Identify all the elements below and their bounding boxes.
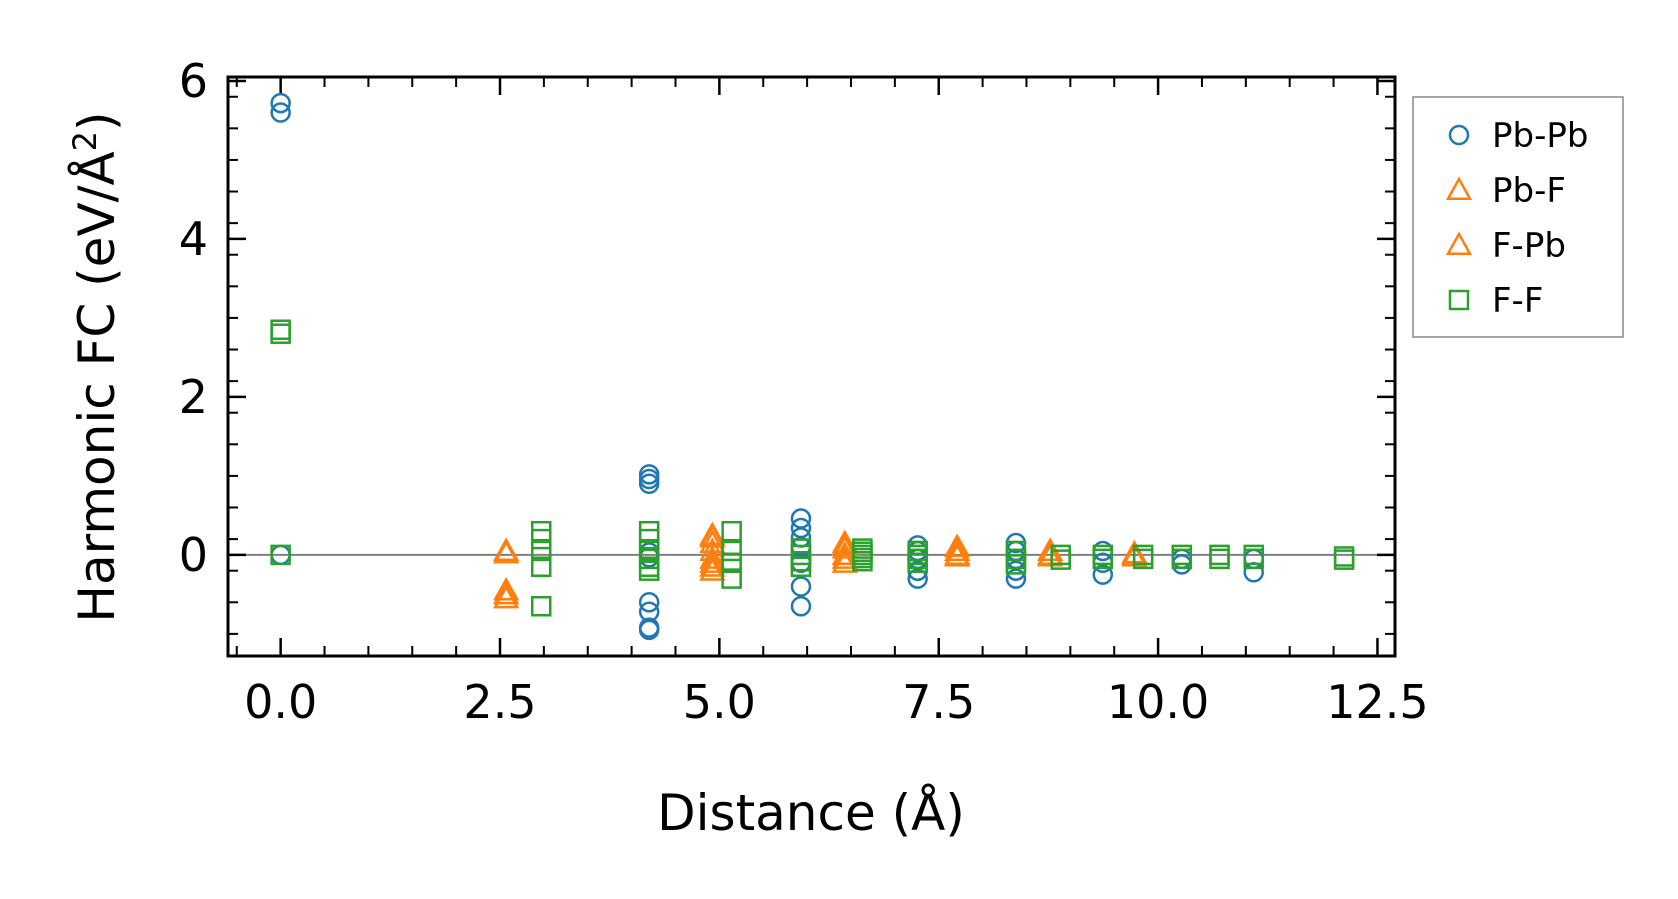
x-axis-title: Distance (Å) (657, 784, 965, 842)
data-point (1092, 564, 1114, 585)
data-point (530, 528, 552, 550)
data-point (493, 576, 520, 601)
data-point (699, 545, 726, 569)
data-point (638, 592, 660, 613)
x-tick-label: 0.0 (244, 675, 317, 729)
data-point (944, 533, 971, 558)
data-point (270, 102, 291, 123)
legend-marker (1448, 289, 1470, 311)
y-tick-label: 4 (179, 212, 208, 266)
legend-label: Pb-Pb (1492, 116, 1588, 156)
data-point (831, 531, 858, 556)
y-tick-labels: 0 2 4 6 (179, 54, 208, 582)
x-tick-labels: 0.0 2.5 5.0 7.5 10.0 12.5 (244, 675, 1429, 729)
data-point (1171, 548, 1193, 570)
data-point (493, 584, 520, 609)
data-point (1209, 548, 1230, 570)
data-point (1005, 568, 1027, 589)
data-point (790, 556, 812, 577)
legend-entries: Pb-Pb Pb-F F-Pb F-F (1445, 116, 1588, 321)
data-point (1005, 554, 1027, 575)
data-point (699, 549, 726, 573)
data-point (1132, 548, 1154, 570)
y-tick-label: 2 (179, 370, 208, 424)
legend-label: F-Pb (1492, 226, 1566, 266)
y-tick-label: 6 (179, 54, 208, 108)
x-tick-label: 10.0 (1107, 675, 1209, 729)
data-point (831, 549, 858, 573)
data-point (699, 553, 726, 577)
data-point (638, 528, 660, 550)
data-point (530, 556, 552, 577)
data-point (270, 323, 291, 344)
data-point (721, 520, 742, 542)
x-tick-label: 12.5 (1326, 675, 1428, 729)
data-point (699, 523, 726, 548)
data-point (1037, 541, 1064, 565)
data-point (721, 568, 742, 589)
data-point (530, 540, 552, 562)
legend-marker (1445, 176, 1473, 201)
y-axis-title: Harmonic FC (eV/Å2) (66, 111, 126, 622)
x-tick-label: 7.5 (902, 675, 975, 729)
legend-marker (1448, 124, 1470, 146)
data-point (270, 92, 291, 114)
points-layer (270, 92, 1355, 641)
data-point (638, 473, 660, 495)
data-point (530, 595, 552, 617)
data-point (721, 552, 742, 574)
data-point (699, 557, 726, 581)
data-point (638, 560, 660, 581)
data-point (721, 540, 742, 562)
y-axis-title-tail: ) (68, 111, 126, 131)
data-point (944, 542, 971, 567)
legend-entry: F-F (1448, 281, 1543, 321)
data-point (1092, 548, 1114, 570)
legend-marker (1445, 231, 1473, 256)
data-point (831, 534, 858, 559)
data-point (638, 619, 660, 641)
data-point (493, 580, 520, 605)
data-point (907, 568, 928, 589)
data-point (831, 545, 858, 569)
ticks-layer (228, 77, 1395, 656)
y-axis-title-main: Harmonic FC (eV/Å (68, 151, 126, 622)
data-point (907, 552, 928, 574)
series-f-pb (493, 523, 1148, 605)
plot-frame (226, 75, 1397, 658)
legend-label: Pb-F (1492, 171, 1566, 211)
legend: Pb-Pb Pb-F F-Pb F-F (1412, 96, 1624, 338)
x-tick-label: 2.5 (463, 675, 536, 729)
x-tick-label: 5.0 (683, 675, 756, 729)
series-f-f (270, 319, 1355, 617)
data-point (790, 595, 812, 617)
legend-entry: F-Pb (1445, 226, 1566, 266)
y-tick-label: 0 (179, 528, 208, 582)
data-point (1333, 549, 1355, 570)
data-point (493, 539, 520, 564)
data-point (270, 544, 291, 566)
y-axis-title-superscript: 2 (66, 131, 104, 151)
legend-entry: Pb-F (1445, 171, 1566, 211)
data-point (852, 550, 873, 572)
data-point (1050, 549, 1071, 570)
data-point (1243, 548, 1264, 570)
legend-frame (1412, 96, 1624, 338)
data-point (944, 537, 971, 561)
legend-entry: Pb-Pb (1448, 116, 1588, 156)
data-point (790, 576, 812, 597)
legend-label: F-F (1492, 281, 1543, 321)
